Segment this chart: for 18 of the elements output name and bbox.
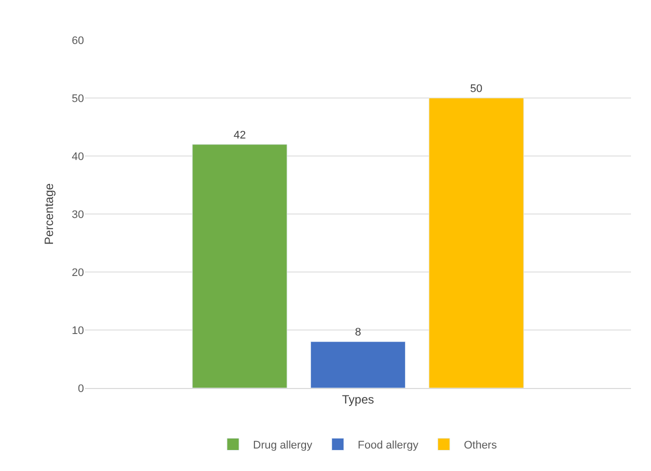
bar bbox=[192, 144, 288, 388]
y-tick-label: 0 bbox=[78, 382, 84, 395]
y-tick-label: 10 bbox=[72, 324, 84, 337]
bar bbox=[428, 98, 524, 388]
y-tick-label: 20 bbox=[72, 266, 84, 279]
data-label: 8 bbox=[354, 326, 362, 339]
bar bbox=[310, 341, 406, 388]
legend-label: Drug allergy bbox=[253, 440, 313, 452]
y-axis-title: Percentage bbox=[42, 182, 56, 245]
y-tick-label: 60 bbox=[72, 34, 84, 47]
y-tick-label: 40 bbox=[72, 150, 84, 163]
x-tick-label: Types bbox=[342, 392, 374, 406]
legend-label: Others bbox=[464, 440, 498, 452]
data-label: 50 bbox=[470, 83, 482, 95]
y-tick-label: 50 bbox=[72, 92, 84, 105]
legend-label: Food allergy bbox=[358, 440, 419, 452]
data-label: 42 bbox=[234, 129, 246, 142]
y-tick-label: 30 bbox=[72, 208, 84, 221]
